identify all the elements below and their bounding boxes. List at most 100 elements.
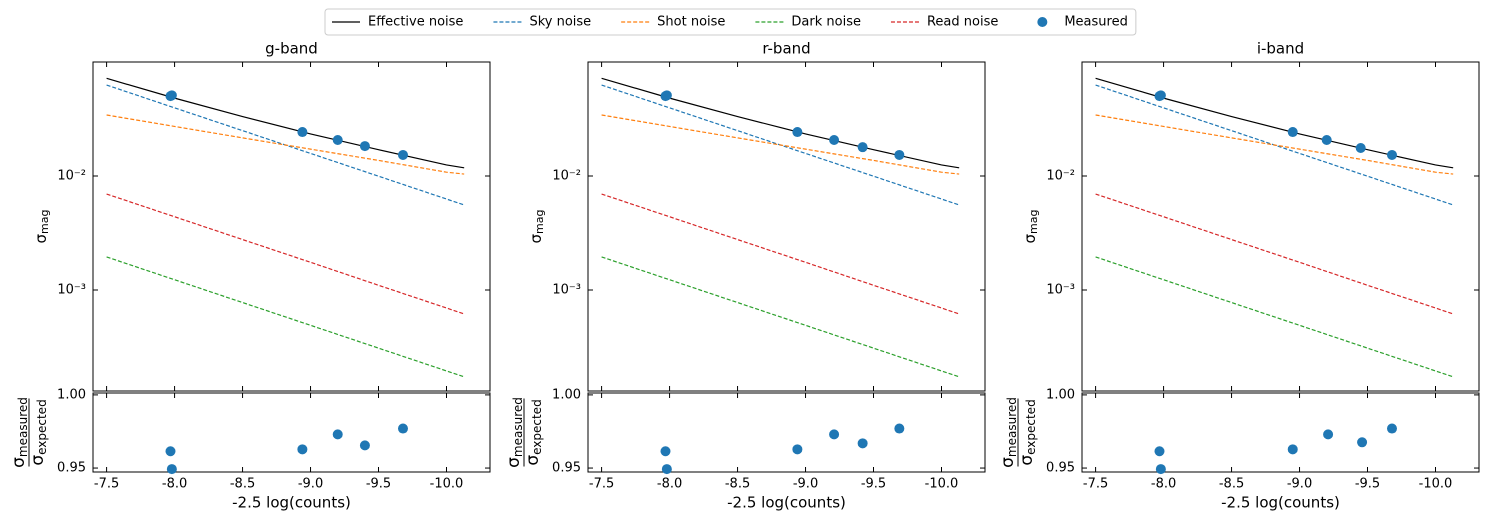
y-label-text: σmag bbox=[527, 210, 547, 244]
y-tick-label: 0.95 bbox=[1046, 461, 1075, 476]
marker bbox=[166, 90, 177, 101]
marker bbox=[829, 429, 840, 440]
y-tick-label: 10⁻² bbox=[57, 168, 86, 183]
marker bbox=[857, 142, 868, 153]
marker bbox=[894, 149, 905, 160]
x-axis-label: -2.5 log(counts) bbox=[727, 494, 846, 512]
x-tick-label: -7.5 bbox=[1083, 477, 1108, 492]
legend-label: Read noise bbox=[927, 15, 998, 30]
marker bbox=[165, 446, 176, 457]
panel-title: r-band bbox=[762, 40, 810, 58]
noise-line bbox=[106, 256, 465, 378]
y-label-symbol: σ bbox=[527, 233, 545, 243]
y-label-denominator: σexpected bbox=[523, 399, 544, 465]
y-label-sub: mag bbox=[533, 210, 546, 234]
legend-label: Sky noise bbox=[529, 15, 591, 30]
noise-line bbox=[106, 193, 465, 315]
x-tick-label: -8.5 bbox=[1219, 477, 1244, 492]
y-label-symbol: σ bbox=[9, 457, 29, 468]
marker bbox=[359, 141, 370, 152]
noise-line: Effective noise bbox=[1095, 77, 1454, 169]
y-tick-label: 0.95 bbox=[57, 461, 86, 476]
plot-frame bbox=[1081, 392, 1480, 473]
marker bbox=[1386, 423, 1397, 434]
noise-line bbox=[106, 77, 465, 169]
marker bbox=[1323, 429, 1334, 440]
marker bbox=[894, 423, 905, 434]
noise-line: Shot noise bbox=[601, 114, 960, 175]
marker bbox=[1321, 134, 1332, 145]
y-label-sub: expected bbox=[1024, 399, 1038, 455]
marker bbox=[166, 464, 177, 475]
plot-frame bbox=[92, 392, 491, 473]
marker bbox=[1155, 464, 1166, 475]
y-tick-label: 10⁻³ bbox=[552, 282, 581, 297]
marker bbox=[1355, 143, 1366, 154]
x-tick-label: -8.0 bbox=[162, 477, 187, 492]
y-tick-label: 10⁻³ bbox=[1046, 282, 1075, 297]
y-tick-label: 1.00 bbox=[57, 387, 86, 402]
y-tick-label: 10⁻² bbox=[552, 168, 581, 183]
y-axis-label: σmag bbox=[32, 210, 52, 244]
y-label-numerator: σmeasured bbox=[504, 397, 525, 468]
marker bbox=[297, 127, 308, 138]
x-tick-label: -10.0 bbox=[1419, 477, 1453, 492]
x-axis-label: -2.5 log(counts) bbox=[1221, 494, 1340, 512]
x-tick-label: -7.5 bbox=[589, 477, 614, 492]
y-axis-label: σmag bbox=[1021, 210, 1041, 244]
marker bbox=[1287, 444, 1298, 455]
y-label-symbol: σ bbox=[998, 457, 1018, 468]
marker bbox=[829, 134, 840, 145]
marker bbox=[1357, 437, 1368, 448]
plot-frame bbox=[92, 61, 491, 392]
y-label-text: σmag bbox=[1021, 210, 1041, 244]
noise-line: Dark noise bbox=[601, 256, 960, 378]
y-label-symbol: σ bbox=[1021, 233, 1039, 243]
y-label-symbol: σ bbox=[32, 233, 50, 243]
x-tick-label: -9.0 bbox=[793, 477, 818, 492]
y-tick-label: 0.95 bbox=[552, 461, 581, 476]
legend-label: Dark noise bbox=[791, 15, 861, 30]
noise-line: Dark noise bbox=[1095, 256, 1454, 378]
marker bbox=[1154, 446, 1165, 457]
plot-frame bbox=[587, 61, 986, 392]
y-tick-label: 10⁻² bbox=[1046, 168, 1075, 183]
marker bbox=[332, 134, 343, 145]
x-tick-label: -10.0 bbox=[430, 477, 464, 492]
x-tick-label: -8.5 bbox=[725, 477, 750, 492]
y-label-symbol: σ bbox=[28, 455, 48, 466]
marker bbox=[397, 423, 408, 434]
marker bbox=[792, 127, 803, 138]
noise-line bbox=[106, 114, 465, 175]
y-label-numerator: σmeasured bbox=[9, 397, 30, 468]
marker bbox=[792, 444, 803, 455]
plot-frame bbox=[1081, 61, 1480, 392]
marker bbox=[1386, 149, 1397, 160]
panel-title: i-band bbox=[1257, 40, 1304, 58]
y-tick-label: 10⁻³ bbox=[57, 282, 86, 297]
y-label-sub: expected bbox=[530, 399, 544, 455]
legend-marker bbox=[1037, 17, 1048, 27]
y-axis-label: σmag bbox=[527, 210, 547, 244]
legend-label: Measured bbox=[1064, 15, 1128, 30]
x-tick-label: -10.0 bbox=[925, 477, 959, 492]
x-tick-label: -7.5 bbox=[94, 477, 119, 492]
y-label-sub: measured bbox=[16, 397, 30, 457]
y-label-denominator: σexpected bbox=[1017, 399, 1038, 465]
x-axis-label: -2.5 log(counts) bbox=[232, 494, 351, 512]
marker bbox=[660, 446, 671, 457]
x-tick-label: -9.5 bbox=[366, 477, 391, 492]
legend-label: Shot noise bbox=[657, 15, 725, 30]
panel-title: g-band bbox=[265, 40, 318, 58]
y-label-numerator: σmeasured bbox=[998, 397, 1019, 468]
x-tick-label: -9.0 bbox=[1287, 477, 1312, 492]
x-tick-label: -9.5 bbox=[861, 477, 886, 492]
marker bbox=[397, 149, 408, 160]
marker bbox=[661, 464, 672, 475]
marker bbox=[359, 440, 370, 451]
